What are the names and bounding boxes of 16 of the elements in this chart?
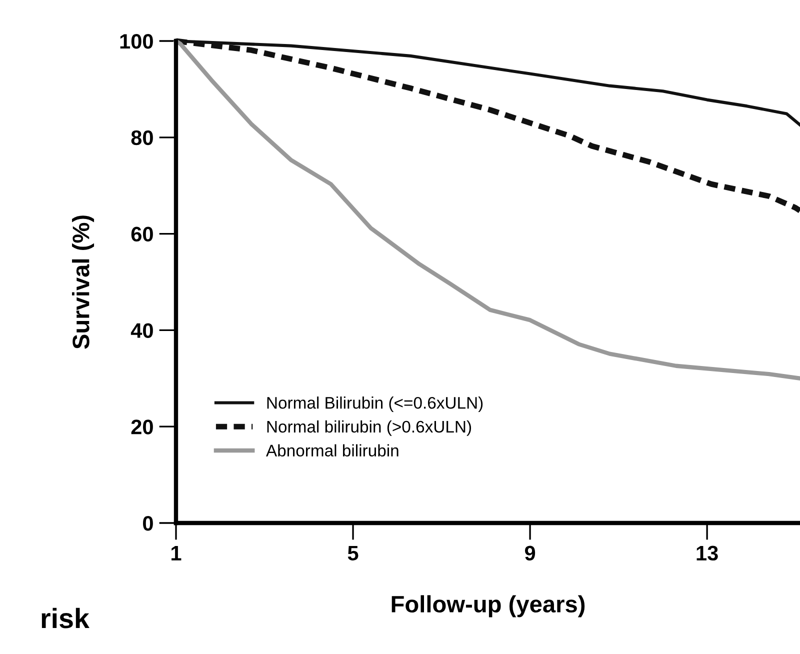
y-tick-label: 40 [130, 323, 153, 338]
y-tick-label: 100 [120, 34, 153, 49]
x-tick-label: 13 [696, 546, 718, 561]
legend-label: Normal bilirubin (>0.6xULN) [267, 420, 472, 436]
legend-label: Abnormal bilirubin [266, 444, 398, 457]
y-tick-label: 80 [131, 130, 153, 146]
x-tick-label: 5 [348, 546, 358, 561]
x-tick-label: 9 [524, 546, 536, 561]
x-tick-label: 1 [172, 546, 182, 560]
text: risk [42, 608, 90, 628]
y-tick-label: 20 [131, 420, 153, 434]
y-tick-label: 60 [131, 226, 153, 242]
y-axis-title: Survival (%) [72, 216, 94, 349]
y-tick-label: 0 [143, 516, 153, 531]
legend-label: Normal Bilirubin (<=0.6xULN) [267, 396, 483, 412]
x-axis-title: Follow-up (years) [392, 595, 585, 618]
